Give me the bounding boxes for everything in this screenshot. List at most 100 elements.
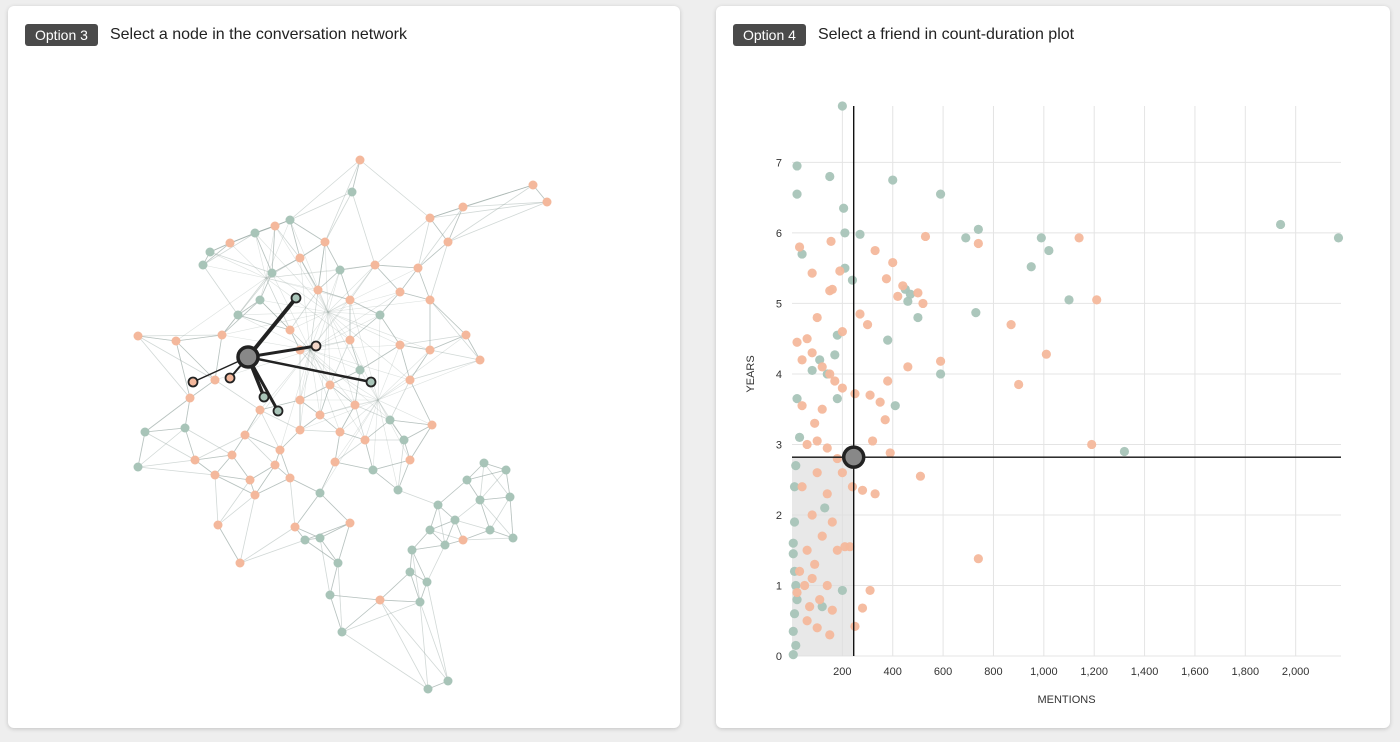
network-node[interactable] <box>355 365 365 375</box>
network-node[interactable] <box>337 627 347 637</box>
network-node[interactable] <box>285 215 295 225</box>
scatter-point[interactable] <box>865 585 875 596</box>
scatter-point[interactable] <box>827 284 837 294</box>
network-node[interactable] <box>315 410 325 420</box>
scatter-point[interactable] <box>1087 439 1097 450</box>
scatter-point[interactable] <box>837 327 847 337</box>
scatter-point[interactable] <box>885 448 895 458</box>
scatter-point[interactable] <box>1092 295 1102 305</box>
scatter-point[interactable] <box>805 602 815 612</box>
network-node[interactable] <box>440 540 450 550</box>
scatter-point[interactable] <box>792 337 802 347</box>
scatter-point[interactable] <box>791 640 801 651</box>
scatter-point[interactable] <box>815 355 825 365</box>
scatter-point[interactable] <box>812 436 822 446</box>
scatter-point[interactable] <box>812 468 822 478</box>
network-node[interactable] <box>295 425 305 435</box>
network-node[interactable] <box>360 435 370 445</box>
scatter-point[interactable] <box>973 224 983 234</box>
network-node[interactable] <box>190 455 200 465</box>
network-node[interactable] <box>320 237 330 247</box>
connected-node[interactable] <box>224 372 236 384</box>
network-node[interactable] <box>270 460 280 470</box>
scatter-point[interactable] <box>832 545 842 555</box>
network-node[interactable] <box>217 330 227 340</box>
scatter-point[interactable] <box>817 531 827 541</box>
network-node[interactable] <box>315 533 325 543</box>
scatter-point[interactable] <box>870 245 880 256</box>
scatter-point[interactable] <box>845 542 855 552</box>
scatter-point[interactable] <box>792 394 802 404</box>
scatter-point[interactable] <box>788 626 798 636</box>
scatter-point[interactable] <box>792 189 802 199</box>
scatter-point[interactable] <box>1044 245 1054 256</box>
scatter-point[interactable] <box>825 630 835 640</box>
scatter-point[interactable] <box>797 249 807 259</box>
scatter-point[interactable] <box>817 602 827 612</box>
scatter-point[interactable] <box>903 296 913 306</box>
scatter-point[interactable] <box>789 517 800 527</box>
network-node[interactable] <box>475 495 485 505</box>
network-node[interactable] <box>300 535 310 545</box>
scatter-point[interactable] <box>807 573 817 584</box>
connected-node[interactable] <box>290 292 302 304</box>
network-node[interactable] <box>325 590 335 600</box>
scatter-point[interactable] <box>812 623 822 633</box>
network-node[interactable] <box>458 202 468 212</box>
scatter-point[interactable] <box>905 289 915 299</box>
scatter-point[interactable] <box>1064 295 1074 305</box>
scatter-point[interactable] <box>826 236 836 246</box>
network-node[interactable] <box>450 515 460 525</box>
network-node[interactable] <box>233 310 243 320</box>
scatter-point[interactable] <box>822 489 832 499</box>
scatter-point[interactable] <box>791 461 801 471</box>
network-node[interactable] <box>355 155 365 165</box>
scatter-point[interactable] <box>865 390 875 400</box>
scatter-point[interactable] <box>802 334 812 344</box>
network-node[interactable] <box>461 330 471 340</box>
scatter-point[interactable] <box>1074 233 1084 243</box>
network-node[interactable] <box>479 458 489 468</box>
scatter-point[interactable] <box>862 319 873 330</box>
network-node[interactable] <box>422 577 432 587</box>
scatter-point[interactable] <box>1036 233 1046 243</box>
scatter-point[interactable] <box>807 268 817 278</box>
scatter-point[interactable] <box>1014 379 1024 390</box>
network-node[interactable] <box>335 265 345 275</box>
scatter-point[interactable] <box>875 397 885 407</box>
network-node[interactable] <box>250 490 260 500</box>
network-node[interactable] <box>427 420 437 430</box>
network-node[interactable] <box>245 475 255 485</box>
network-node[interactable] <box>443 676 453 686</box>
scatter-point[interactable] <box>913 312 923 323</box>
scatter-point[interactable] <box>973 554 983 564</box>
scatter-point[interactable] <box>880 415 890 425</box>
network-node[interactable] <box>542 197 552 207</box>
scatter-point[interactable] <box>935 189 946 199</box>
network-node[interactable] <box>462 475 472 485</box>
network-node[interactable] <box>405 375 415 385</box>
network-node[interactable] <box>443 237 453 247</box>
network-node[interactable] <box>425 295 435 305</box>
scatter-point[interactable] <box>888 257 898 268</box>
connected-node[interactable] <box>310 340 322 352</box>
scatter-point[interactable] <box>794 566 805 576</box>
network-node[interactable] <box>255 405 265 415</box>
scatter-point[interactable] <box>832 394 842 404</box>
scatter-point[interactable] <box>850 621 860 631</box>
scatter-point[interactable] <box>847 482 858 492</box>
network-node[interactable] <box>285 473 295 483</box>
network-node[interactable] <box>475 355 485 365</box>
scatter-point[interactable] <box>812 312 822 323</box>
network-node[interactable] <box>407 545 417 555</box>
network-node[interactable] <box>485 525 495 535</box>
scatter-point[interactable] <box>788 538 798 548</box>
scatter-point[interactable] <box>822 443 832 453</box>
scatter-point[interactable] <box>835 266 845 276</box>
scatter-point[interactable] <box>802 545 812 555</box>
scatter-point[interactable] <box>792 587 802 598</box>
selected-friend-point[interactable] <box>841 445 866 469</box>
scatter-point[interactable] <box>1041 349 1051 359</box>
network-node[interactable] <box>393 485 403 495</box>
scatter-point[interactable] <box>807 348 817 358</box>
